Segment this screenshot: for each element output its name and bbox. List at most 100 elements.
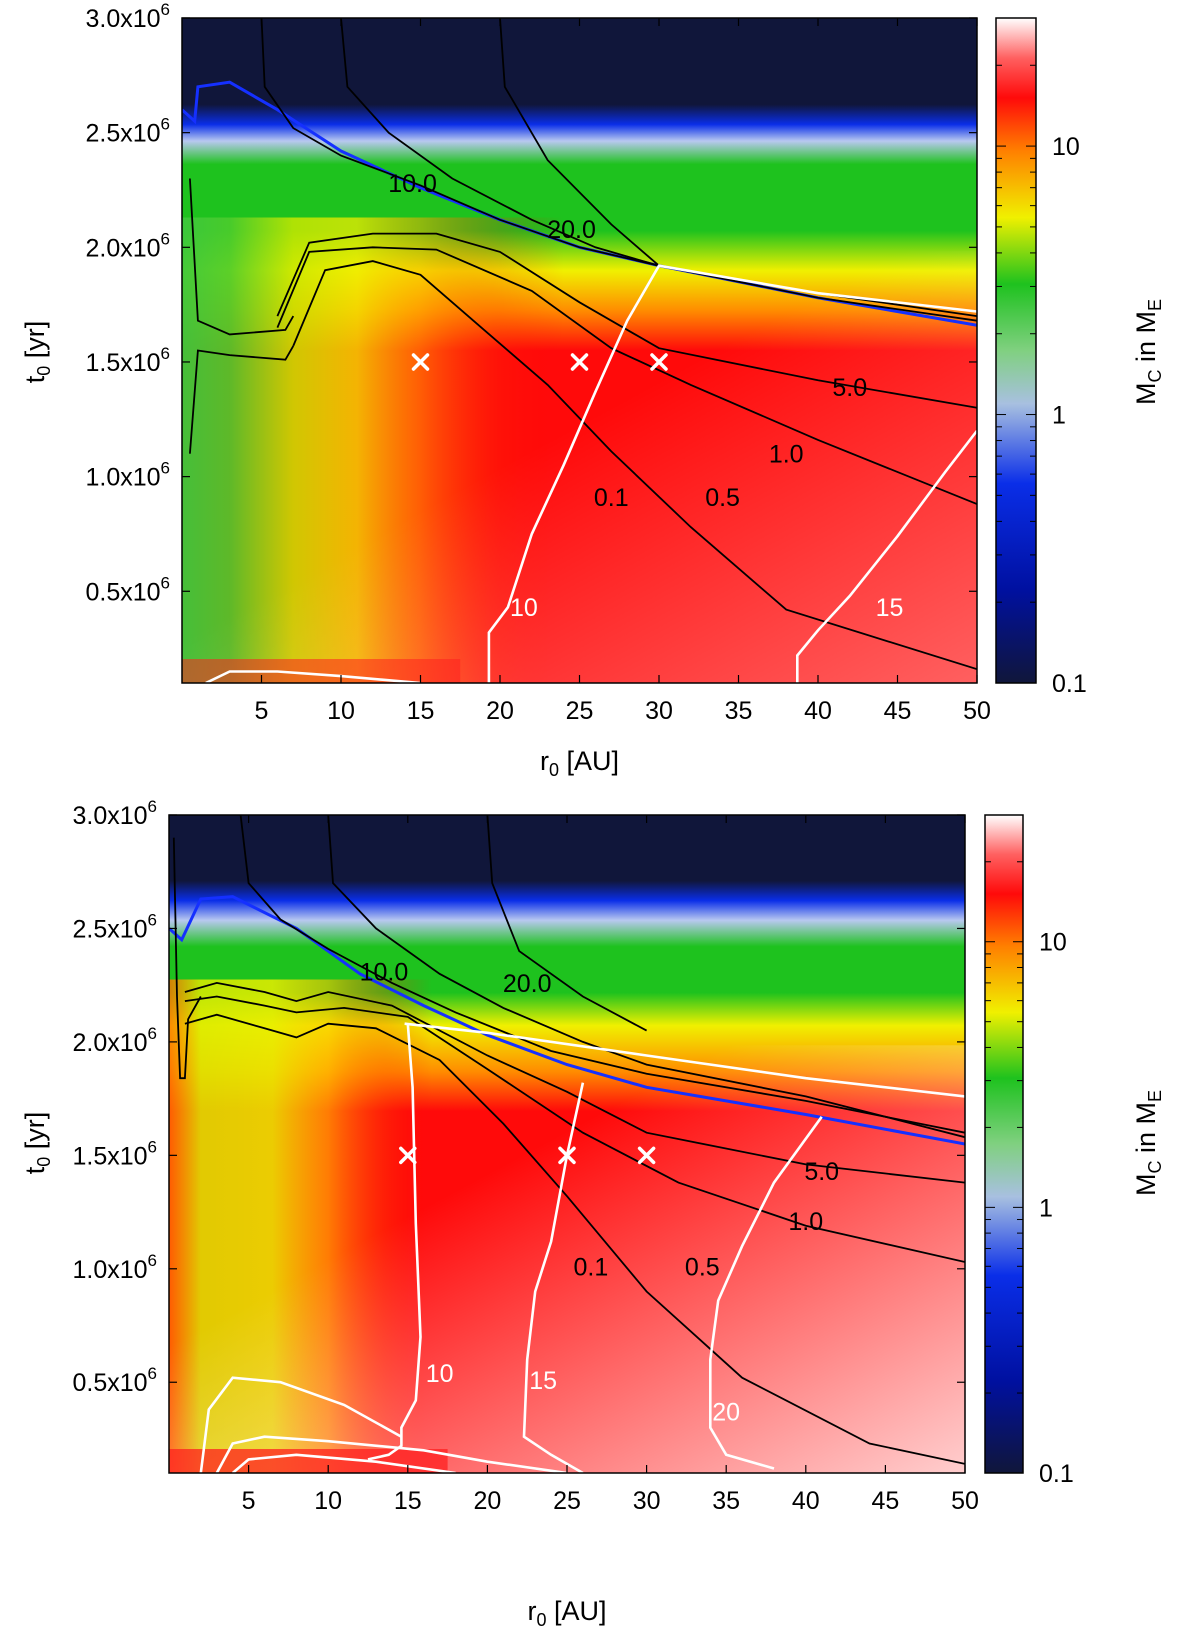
x-axis-unit: [AU] — [547, 1596, 607, 1626]
y-tick-mantissa: 0.5x10 — [85, 578, 160, 606]
x-tick-label: 20 — [486, 697, 514, 725]
x-tick-label: 35 — [725, 697, 753, 725]
colorbar-label-mid: in M — [1131, 311, 1161, 370]
white-contour-label: 10 — [426, 1360, 454, 1388]
x-tick-label: 35 — [712, 1487, 740, 1515]
black-contour-label: 5.0 — [804, 1158, 839, 1186]
y-tick-label: 1.5x106 — [85, 344, 170, 377]
black-isoline — [340, 18, 977, 322]
white-isoline — [215, 1435, 568, 1473]
panel-top: 10.020.05.01.00.50.110 155 10 15 20 25 30 35 40 4… — [20, 0, 1165, 780]
x-tick-label: 40 — [804, 697, 832, 725]
colorbar-label: MC in ME — [1131, 1090, 1165, 1196]
colorbar-label-mid: in M — [1131, 1102, 1161, 1161]
x-marker — [570, 353, 589, 371]
white-isoline — [796, 430, 977, 683]
y-tick-label: 3.0x106 — [85, 0, 170, 33]
black-isoline — [172, 837, 202, 1080]
black-isoline — [184, 995, 965, 1263]
y-tick-mantissa: 1.0x10 — [72, 1256, 147, 1284]
x-tick-label: 5 — [242, 1487, 256, 1515]
x-tick-label: 25 — [566, 697, 594, 725]
y-tick-label: 2.0x106 — [72, 1024, 157, 1057]
black-contour-label: 10.0 — [388, 170, 437, 198]
colorbar-tick-label: 0.1 — [1052, 670, 1087, 698]
black-isoline — [327, 815, 965, 1139]
y-tick-label: 1.0x106 — [72, 1251, 157, 1284]
y-tick-label: 3.0x106 — [72, 797, 157, 830]
colorbar-label-sub2: E — [1145, 299, 1165, 311]
heatmap-outer-glow — [169, 1045, 965, 1473]
black-isoline — [276, 232, 977, 409]
x-marker — [650, 353, 668, 371]
y-axis-unit: [yr] — [20, 321, 50, 366]
y-tick-exponent: 6 — [148, 797, 157, 816]
colorbar-label-sub: C — [1145, 370, 1165, 383]
x-tick-label: 25 — [553, 1487, 581, 1515]
y-tick-mantissa: 2.0x10 — [72, 1029, 147, 1057]
y-tick-mantissa: 1.5x10 — [85, 349, 160, 377]
y-tick-exponent: 6 — [161, 573, 170, 592]
black-contour-label: 0.1 — [573, 1253, 608, 1281]
x-axis-unit: [AU] — [559, 746, 619, 776]
black-isoline — [189, 345, 295, 454]
white-isoline — [404, 1022, 965, 1098]
y-tick-exponent: 6 — [148, 1137, 157, 1156]
x-marker — [558, 1146, 576, 1165]
black-isoline — [184, 1013, 965, 1465]
colorbar — [984, 814, 1024, 1474]
heatmap-bottom-strip — [182, 659, 461, 683]
x-tick-label: 15 — [394, 1487, 422, 1515]
x-axis-subscript: 0 — [549, 760, 559, 780]
y-tick-exponent: 6 — [148, 1251, 157, 1270]
y-axis-subscript: 0 — [34, 1157, 54, 1167]
x-axis-label: r0 [AU] — [540, 746, 619, 780]
y-tick-exponent: 6 — [161, 344, 170, 363]
y-axis-label: t0 [yr] — [20, 1112, 54, 1175]
colorbar-label-main: M — [1131, 383, 1161, 406]
y-axis-symbol: t — [20, 375, 50, 383]
contour-lines — [182, 18, 977, 683]
black-contour-label: 20.0 — [547, 216, 596, 244]
x-tick-label: 40 — [792, 1487, 820, 1515]
y-axis-label: t0 [yr] — [20, 321, 54, 384]
black-contour-label: 20.0 — [503, 970, 552, 998]
black-isoline — [239, 815, 965, 1134]
x-marker — [399, 1146, 417, 1165]
y-tick-label: 2.0x106 — [85, 229, 170, 262]
x-axis-subscript: 0 — [536, 1610, 546, 1630]
y-tick-exponent: 6 — [161, 229, 170, 248]
y-tick-label: 0.5x106 — [72, 1364, 157, 1397]
y-tick-exponent: 6 — [161, 0, 170, 19]
y-tick-label: 1.5x106 — [72, 1137, 157, 1170]
heatmap-bottom-strip — [169, 1449, 448, 1473]
y-tick-label: 1.0x106 — [85, 459, 170, 492]
x-axis-label: r0 [AU] — [527, 1596, 606, 1630]
y-tick-mantissa: 0.5x10 — [72, 1369, 147, 1397]
y-axis-subscript: 0 — [34, 366, 54, 376]
colorbar-label-main: M — [1131, 1174, 1161, 1197]
colorbar-tick-label: 1 — [1052, 402, 1066, 430]
colorbar-tick-label: 10 — [1052, 133, 1080, 161]
black-isoline — [292, 260, 977, 671]
y-tick-exponent: 6 — [148, 1364, 157, 1383]
white-isoline — [522, 1082, 585, 1473]
black-isoline — [486, 815, 648, 1032]
x-tick-label: 10 — [314, 1487, 342, 1515]
white-contour-label: 20 — [712, 1399, 740, 1427]
black-isoline — [499, 18, 660, 267]
x-tick-label: 15 — [407, 697, 435, 725]
y-tick-mantissa: 2.5x10 — [85, 120, 160, 148]
black-contour-label: 10.0 — [360, 958, 409, 986]
white-isoline — [199, 1376, 403, 1473]
colorbar-tick-label: 10 — [1039, 929, 1067, 957]
colorbar — [995, 17, 1037, 684]
y-tick-label: 0.5x106 — [85, 573, 170, 606]
white-isoline — [231, 1453, 456, 1473]
colorbar-tick-label: 0.1 — [1039, 1460, 1074, 1488]
white-isoline — [367, 1023, 422, 1461]
y-tick-label: 2.5x106 — [72, 910, 157, 943]
black-isoline — [184, 981, 965, 1184]
x-tick-label: 30 — [645, 697, 673, 725]
